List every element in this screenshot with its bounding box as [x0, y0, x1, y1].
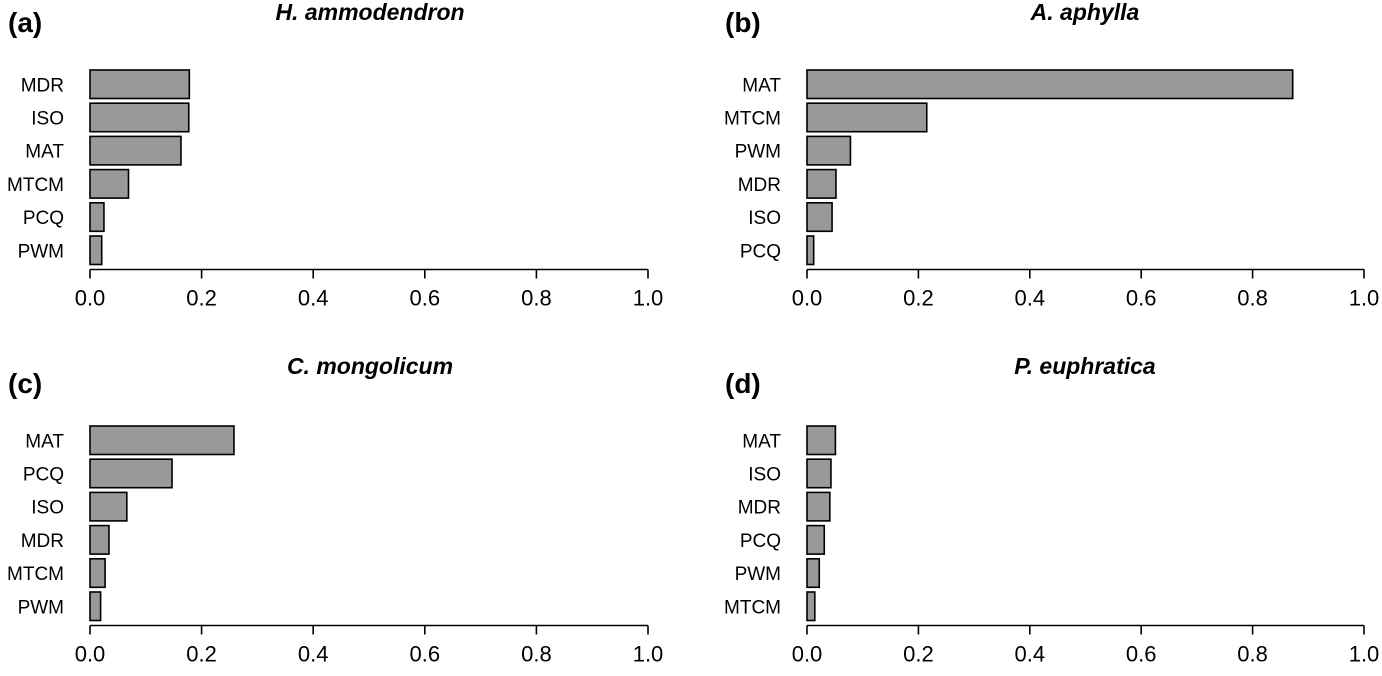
x-tick-label: 0.6: [1126, 286, 1157, 311]
x-tick-label: 0.6: [1126, 642, 1157, 667]
category-label: MDR: [21, 75, 64, 96]
bar-pwm: [806, 557, 821, 589]
category-label: MAT: [742, 75, 781, 96]
x-tick-label: 0.2: [903, 642, 934, 667]
chart-panel: (d) P. euphratica MAT ISO MDR PCQ PWM MTCM 0.0 0.…: [724, 353, 1379, 667]
x-tick-label: 0.4: [1015, 642, 1046, 667]
category-label: PCQ: [23, 464, 64, 485]
chart-panel: (b) A. aphylla MAT MTCM PWM MDR ISO PCQ 0.0 0.2 0.…: [724, 0, 1379, 311]
chart-title: P. euphratica: [1014, 353, 1156, 379]
x-tick-label: 1.0: [633, 286, 664, 311]
category-label: ISO: [748, 464, 781, 485]
bar-iso: [89, 491, 128, 522]
x-tick-label: 0.4: [298, 642, 329, 667]
chart-title: H. ammodendron: [275, 0, 464, 25]
bar-mat: [806, 425, 837, 456]
bar-pwm: [89, 235, 103, 266]
x-tick-label: 0.0: [792, 642, 823, 667]
x-tick-label: 0.2: [186, 286, 217, 311]
chart-title: C. mongolicum: [287, 353, 453, 379]
x-tick-label: 1.0: [1349, 642, 1380, 667]
category-label: ISO: [31, 498, 64, 519]
category-label: PWM: [735, 142, 781, 163]
category-label: ISO: [31, 108, 64, 129]
category-label: MTCM: [724, 108, 781, 129]
bar-pwm: [806, 135, 852, 166]
chart-panel: (c) C. mongolicum MAT PCQ ISO MDR MTCM PWM 0.0 0.…: [7, 353, 663, 667]
x-tick-label: 0.2: [186, 642, 217, 667]
bar-iso: [806, 202, 833, 233]
panel-label: (a): [8, 7, 42, 38]
category-label: PCQ: [740, 241, 781, 262]
x-tick-label: 0.8: [521, 286, 552, 311]
bar-mtcm: [806, 102, 928, 133]
category-label: MAT: [25, 431, 64, 452]
category-label: MTCM: [7, 564, 64, 585]
x-tick-label: 0.6: [410, 286, 441, 311]
bar-iso: [89, 102, 190, 133]
chart-panel: (a) H. ammodendron MDR ISO MAT MTCM PCQ PWM 0.0 0…: [7, 0, 663, 311]
bar-mat: [806, 69, 1294, 100]
category-label: PCQ: [740, 531, 781, 552]
category-label: PCQ: [23, 208, 64, 229]
bar-pcq: [89, 202, 105, 233]
bar-mdr: [89, 524, 110, 555]
bar-mdr: [806, 491, 831, 522]
category-label: PWM: [735, 564, 781, 585]
chart-title: A. aphylla: [1030, 0, 1140, 25]
category-label: MAT: [25, 142, 64, 163]
bar-mdr: [806, 168, 837, 199]
x-tick-label: 0.6: [410, 642, 441, 667]
category-label: MTCM: [7, 175, 64, 196]
x-tick-label: 0.0: [75, 286, 106, 311]
x-tick-label: 0.2: [903, 286, 934, 311]
bar-pcq: [806, 235, 815, 266]
bar-mtcm: [806, 591, 816, 622]
x-tick-label: 0.8: [1237, 642, 1268, 667]
category-label: MDR: [738, 175, 781, 196]
panel-label: (d): [725, 368, 761, 399]
bar-mat: [89, 425, 235, 456]
category-label: ISO: [748, 208, 781, 229]
bar-mdr: [89, 69, 191, 100]
category-label: MAT: [742, 431, 781, 452]
x-tick-label: 0.8: [521, 642, 552, 667]
category-label: MTCM: [724, 597, 781, 618]
bar-pcq: [806, 524, 826, 555]
category-label: MDR: [738, 498, 781, 519]
bar-pwm: [89, 591, 102, 622]
bar-mtcm: [89, 168, 130, 199]
panel-label: (b): [725, 7, 761, 38]
x-tick-label: 0.4: [1015, 286, 1046, 311]
category-label: PWM: [18, 241, 64, 262]
bar-pcq: [89, 458, 173, 489]
category-label: MDR: [21, 531, 64, 552]
panel-label: (c): [8, 368, 42, 399]
x-tick-label: 0.8: [1237, 286, 1268, 311]
x-tick-label: 0.0: [75, 642, 106, 667]
x-tick-label: 0.0: [792, 286, 823, 311]
bar-iso: [806, 458, 832, 489]
x-tick-label: 0.4: [298, 286, 329, 311]
bar-mat: [89, 135, 182, 166]
x-tick-label: 1.0: [1349, 286, 1380, 311]
x-tick-label: 1.0: [633, 642, 664, 667]
category-label: PWM: [18, 597, 64, 618]
bar-mtcm: [89, 557, 106, 589]
